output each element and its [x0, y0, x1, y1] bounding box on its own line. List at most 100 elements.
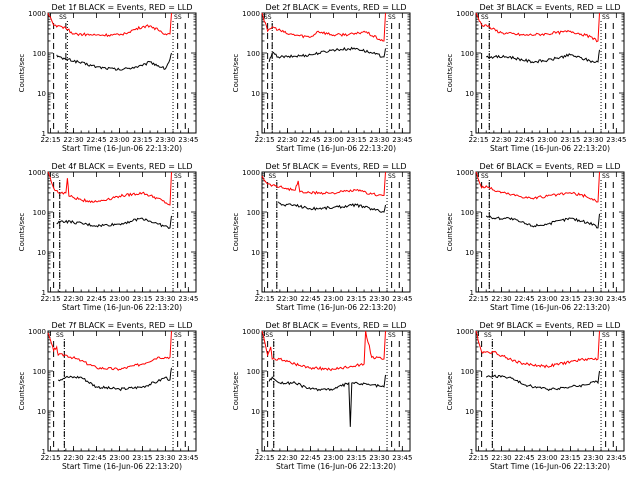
x-tick-label: 22:45: [300, 454, 320, 462]
y-tick-label: 10: [465, 249, 474, 257]
y-axis-label: Counts/sec: [232, 213, 240, 252]
x-tick-label: 23:45: [392, 136, 412, 144]
y-tick-label: 1000: [242, 328, 260, 336]
ss-marker: SS: [264, 14, 272, 21]
ss-marker: SS: [174, 14, 182, 21]
x-tick-label: 23:45: [178, 295, 198, 303]
panel-det-8f: Det 8f BLACK = Events, RED = LLD 1 10 100 10…: [232, 321, 412, 471]
x-tick-label: 23:00: [109, 136, 129, 144]
x-tick-label: 22:15: [254, 136, 274, 144]
series-line-events: [485, 370, 600, 392]
x-tick-label: 23:45: [606, 295, 626, 303]
ss-marker: SS: [56, 332, 64, 339]
x-tick-label: 23:15: [560, 136, 580, 144]
y-tick-label: 1: [42, 289, 46, 297]
ss-marker: SS: [481, 14, 489, 21]
x-tick-label: 23:30: [583, 136, 603, 144]
y-axis-label: Counts/sec: [446, 213, 454, 252]
x-tick-label: 22:15: [254, 295, 274, 303]
series-line-events: [485, 213, 600, 229]
y-tick-label: 1000: [242, 10, 260, 18]
x-tick-label: 22:15: [468, 295, 488, 303]
x-tick-label: 23:15: [132, 454, 152, 462]
x-axis-label: Start Time (16-Jun-06 22:13:20): [62, 462, 182, 471]
y-tick-label: 1: [256, 130, 260, 138]
x-tick-label: 23:00: [537, 454, 557, 462]
y-tick-label: 10: [465, 408, 474, 416]
plot-frame: [475, 330, 625, 452]
y-tick-label: 1: [470, 289, 474, 297]
y-axis-label: Counts/sec: [18, 213, 26, 252]
x-tick-label: 22:15: [254, 454, 274, 462]
plot-frame: [475, 171, 625, 293]
y-tick-label: 1: [256, 448, 260, 456]
y-tick-label: 100: [247, 50, 260, 58]
panel-title: Det 2f BLACK = Events, RED = LLD: [265, 3, 406, 12]
x-tick-label: 23:15: [346, 454, 366, 462]
y-axis-label: Counts/sec: [446, 54, 454, 93]
x-tick-label: 23:30: [369, 295, 389, 303]
x-tick-label: 22:45: [514, 136, 534, 144]
series-line-events: [56, 52, 172, 71]
panel-det-7f: Det 7f BLACK = Events, RED = LLD 1 10 100 10…: [18, 321, 198, 471]
x-tick-label: 22:30: [63, 454, 83, 462]
x-tick-label: 22:30: [491, 295, 511, 303]
series-line-lld: [475, 171, 600, 203]
x-tick-label: 23:45: [392, 454, 412, 462]
plot-frame: [261, 12, 411, 134]
x-tick-label: 22:45: [300, 295, 320, 303]
x-tick-label: 23:15: [346, 136, 366, 144]
x-tick-label: 23:30: [583, 295, 603, 303]
x-tick-label: 23:15: [132, 295, 152, 303]
x-axis-label: Start Time (16-Jun-06 22:13:20): [276, 303, 396, 312]
ss-marker: SS: [484, 332, 492, 339]
x-tick-label: 23:30: [369, 136, 389, 144]
x-tick-label: 23:30: [583, 454, 603, 462]
series-line-lld: [47, 171, 172, 206]
series-line-lld: [261, 12, 386, 42]
ss-marker: SS: [602, 14, 610, 21]
series-line-events: [485, 49, 600, 64]
y-tick-label: 1: [42, 448, 46, 456]
y-tick-label: 10: [465, 90, 474, 98]
ss-marker: SS: [388, 173, 396, 180]
y-tick-label: 1000: [456, 328, 474, 336]
x-tick-label: 22:30: [491, 136, 511, 144]
x-axis-label: Start Time (16-Jun-06 22:13:20): [276, 462, 396, 471]
y-tick-label: 1000: [28, 10, 46, 18]
x-axis-label: Start Time (16-Jun-06 22:13:20): [490, 303, 610, 312]
series-line-events: [268, 46, 386, 63]
x-tick-label: 23:45: [606, 454, 626, 462]
ss-marker: SS: [602, 173, 610, 180]
plot-frame: [47, 330, 197, 452]
x-tick-label: 23:00: [109, 454, 129, 462]
panel-title: Det 5f BLACK = Events, RED = LLD: [265, 162, 406, 171]
y-tick-label: 10: [251, 408, 260, 416]
y-tick-label: 100: [247, 209, 260, 217]
x-tick-label: 22:30: [277, 454, 297, 462]
y-tick-label: 1: [470, 130, 474, 138]
y-tick-label: 100: [33, 209, 46, 217]
panel-det-6f: Det 6f BLACK = Events, RED = LLD 1 10 100 10…: [446, 162, 626, 312]
panel-title: Det 9f BLACK = Events, RED = LLD: [479, 321, 620, 330]
x-tick-label: 22:15: [40, 295, 60, 303]
x-tick-label: 22:45: [86, 295, 106, 303]
panel-det-5f: Det 5f BLACK = Events, RED = LLD 1 10 100 10…: [232, 162, 412, 312]
x-tick-label: 23:15: [132, 136, 152, 144]
series-line-lld: [47, 12, 172, 38]
x-tick-label: 23:45: [606, 136, 626, 144]
y-axis-label: Counts/sec: [18, 54, 26, 93]
x-tick-label: 23:45: [178, 136, 198, 144]
y-tick-label: 100: [247, 368, 260, 376]
y-tick-label: 10: [251, 249, 260, 257]
series-line-events: [57, 367, 172, 392]
x-tick-label: 23:00: [109, 295, 129, 303]
series-line-lld: [475, 12, 600, 43]
x-tick-label: 23:00: [537, 136, 557, 144]
series-line-events: [56, 215, 172, 229]
ss-marker: SS: [59, 14, 67, 21]
y-axis-label: Counts/sec: [232, 54, 240, 93]
y-tick-label: 1000: [28, 328, 46, 336]
panel-title: Det 7f BLACK = Events, RED = LLD: [51, 321, 192, 330]
